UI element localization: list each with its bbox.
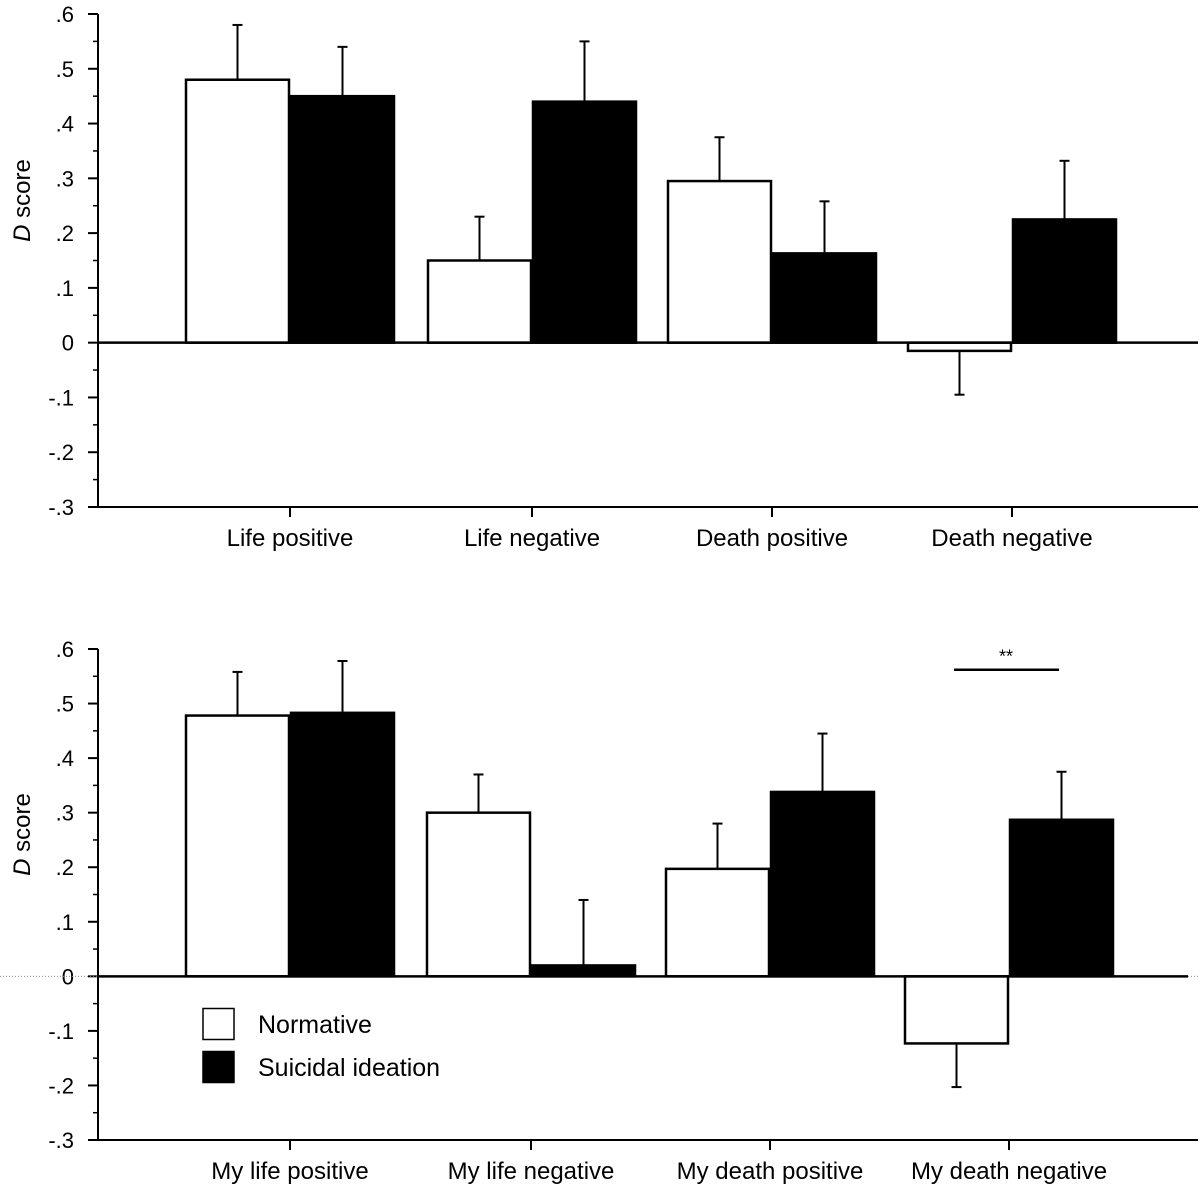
bar-suicidal-ideation bbox=[769, 790, 876, 978]
bar-normative bbox=[184, 714, 291, 978]
bar-normative bbox=[664, 867, 771, 978]
bar-normative bbox=[426, 259, 533, 344]
top-chart-panel: .6 .5 .4 .3 .2 .1 0 -.1 -.2 -.3 D score Life positi… bbox=[9, 2, 1198, 552]
y-tick-label: 0 bbox=[62, 964, 74, 989]
y-tick-label: .5 bbox=[56, 57, 74, 82]
y-tick-label: .6 bbox=[56, 637, 74, 662]
y-tick-label: .2 bbox=[56, 221, 74, 246]
y-tick-label: .5 bbox=[56, 692, 74, 717]
category-label: My life negative bbox=[448, 1158, 615, 1185]
y-tick-label: .4 bbox=[56, 746, 74, 771]
y-tick-label: 0 bbox=[62, 331, 74, 356]
bar-suicidal-ideation bbox=[530, 964, 637, 978]
y-tick-label: -.2 bbox=[48, 1073, 74, 1098]
bar-suicidal-ideation bbox=[771, 252, 878, 344]
y-tick-label: .1 bbox=[56, 910, 74, 935]
y-tick-label: .1 bbox=[56, 276, 74, 301]
y-tick-label: .3 bbox=[56, 801, 74, 826]
category-label: Life negative bbox=[464, 525, 600, 552]
bar-suicidal-ideation bbox=[1011, 218, 1118, 344]
bar-normative bbox=[184, 78, 291, 344]
y-axis-title: D score bbox=[9, 159, 36, 242]
y-tick-label: .2 bbox=[56, 855, 74, 880]
bar-suicidal-ideation bbox=[289, 94, 396, 344]
y-tick-label: -.1 bbox=[48, 385, 74, 410]
y-tick-label: .6 bbox=[56, 2, 74, 27]
legend-swatch bbox=[202, 1050, 235, 1084]
category-label: Death negative bbox=[931, 525, 1092, 552]
y-axis-title-rest: score bbox=[9, 159, 36, 224]
category-label: Death positive bbox=[696, 525, 848, 552]
y-tick-label: -.3 bbox=[48, 1128, 74, 1153]
legend-swatch bbox=[202, 1007, 235, 1041]
bar-normative bbox=[666, 179, 773, 344]
significance-label: ** bbox=[999, 647, 1013, 667]
legend-label: Normative bbox=[258, 1011, 372, 1039]
y-tick-label: .4 bbox=[56, 112, 74, 137]
bar-suicidal-ideation bbox=[289, 711, 396, 978]
bar-normative bbox=[425, 811, 532, 978]
category-label: My death negative bbox=[911, 1158, 1107, 1185]
y-tick-label: -.1 bbox=[48, 1019, 74, 1044]
y-axis-title-italic: D bbox=[9, 859, 36, 876]
category-label: Life positive bbox=[227, 525, 354, 552]
y-axis-title-rest: score bbox=[9, 793, 36, 858]
bar-suicidal-ideation bbox=[531, 100, 638, 344]
legend-label: Suicidal ideation bbox=[258, 1054, 440, 1082]
y-tick-label: -.3 bbox=[48, 495, 74, 520]
y-tick-label: .3 bbox=[56, 166, 74, 191]
y-axis-title: D score bbox=[9, 793, 36, 876]
y-tick-label: -.2 bbox=[48, 440, 74, 465]
y-axis-title-italic: D bbox=[9, 225, 36, 242]
bar-suicidal-ideation bbox=[1008, 818, 1115, 978]
bar-normative bbox=[903, 975, 1010, 1045]
category-label: My life positive bbox=[211, 1158, 368, 1185]
category-label: My death positive bbox=[677, 1158, 864, 1185]
bottom-chart-panel: .6 .5 .4 .3 .2 .1 0 -.1 -.2 -.3 D score My life pos… bbox=[0, 637, 1198, 1185]
